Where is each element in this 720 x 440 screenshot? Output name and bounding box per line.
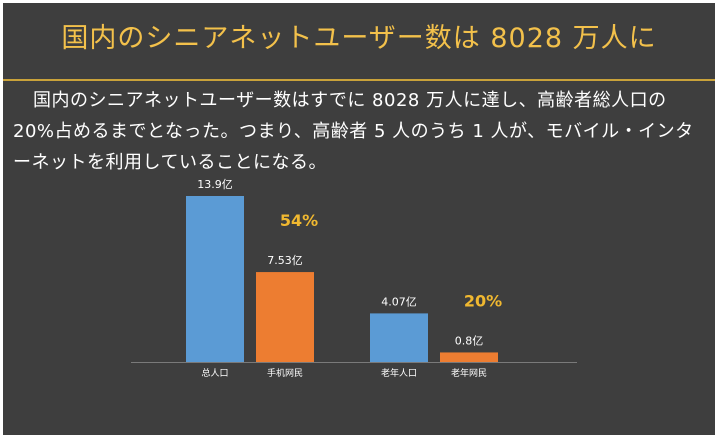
bar-2 [256, 272, 314, 362]
value-label-4: 0.8亿 [455, 334, 484, 347]
value-label-2: 7.53亿 [267, 254, 303, 267]
bar-1 [186, 196, 244, 362]
category-label-1: 总人口 [201, 367, 228, 379]
slide-title: 国内のシニアネットユーザー数は 8028 万人に [61, 23, 657, 54]
slide: 国内のシニアネットユーザー数は 8028 万人に 国内のシニアネットユーザー数は… [3, 3, 715, 435]
percent-annotation-1: 54% [280, 211, 318, 230]
category-label-2: 手机网民 [267, 367, 303, 379]
category-label-4: 老年网民 [451, 367, 487, 379]
category-label-3: 老年人口 [381, 367, 417, 379]
body-paragraph: 国内のシニアネットユーザー数はすでに 8028 万人に達し、高齢者総人口の 20… [13, 90, 694, 173]
bars-group [186, 196, 498, 362]
value-label-1: 13.9亿 [197, 178, 233, 191]
bar-3 [370, 313, 428, 362]
percent-annotation-2: 20% [464, 291, 502, 310]
bar-4 [440, 352, 498, 362]
value-label-3: 4.07亿 [381, 295, 417, 308]
title-divider [3, 79, 715, 81]
